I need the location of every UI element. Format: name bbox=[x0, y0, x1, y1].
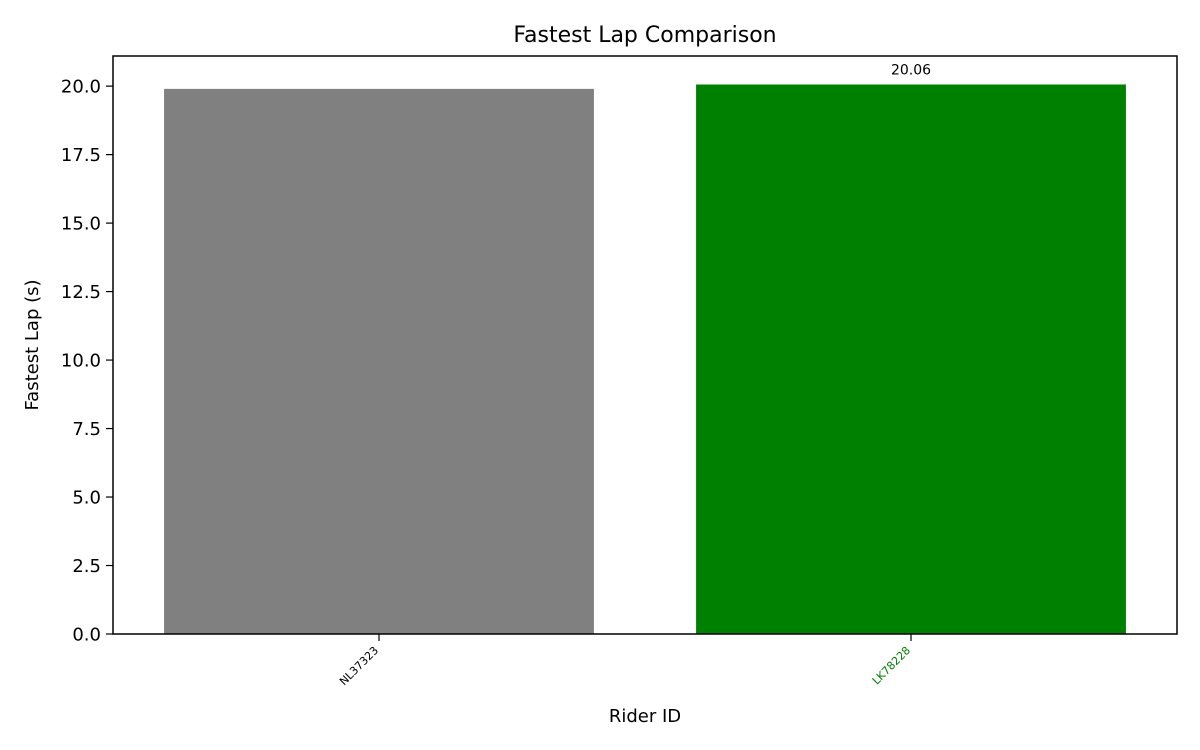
x-axis: NL37323 LK78228 bbox=[337, 634, 913, 688]
y-tick-label: 20.0 bbox=[61, 77, 101, 98]
bar-NL37323 bbox=[164, 88, 594, 634]
x-tick-label-NL37323: NL37323 bbox=[337, 644, 381, 688]
plot-area: 20.06 bbox=[164, 62, 1126, 635]
y-tick-label: 2.5 bbox=[72, 556, 101, 577]
y-tick-label: 15.0 bbox=[61, 214, 101, 235]
y-axis-label: Fastest Lap (s) bbox=[22, 279, 43, 410]
y-axis: 0.0 2.5 5.0 7.5 10.0 12.5 15.0 17.5 20.0 bbox=[61, 77, 113, 646]
y-tick-label: 5.0 bbox=[72, 488, 101, 509]
x-axis-label: Rider ID bbox=[609, 706, 681, 727]
x-tick-label-LK78228: LK78228 bbox=[870, 644, 913, 687]
chart-title: Fastest Lap Comparison bbox=[513, 23, 776, 48]
plot-frame bbox=[112, 55, 1178, 635]
y-tick-label: 0.0 bbox=[72, 625, 101, 646]
y-tick-label: 12.5 bbox=[61, 282, 101, 303]
y-tick-label: 10.0 bbox=[61, 351, 101, 372]
y-tick-label: 7.5 bbox=[72, 419, 101, 440]
data-label-LK78228: 20.06 bbox=[891, 62, 931, 78]
bar-LK78228 bbox=[696, 84, 1126, 635]
y-tick-label: 17.5 bbox=[61, 145, 101, 166]
